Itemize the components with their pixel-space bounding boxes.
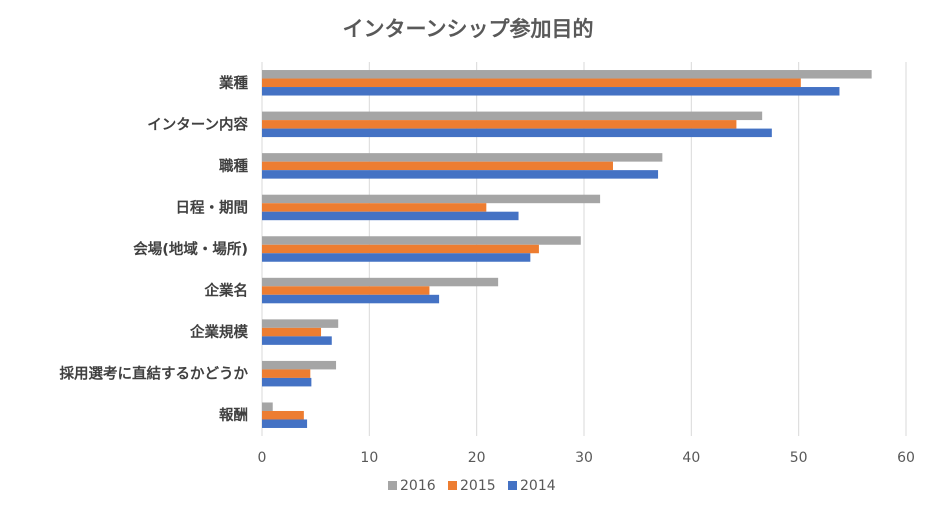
x-tick-label: 20: [468, 450, 486, 466]
bar-2015: [262, 410, 304, 420]
bars: [262, 70, 872, 428]
category-label: 企業名: [204, 282, 249, 300]
bar-2015: [262, 120, 737, 129]
bar-2015: [262, 369, 311, 378]
x-tick-label: 10: [360, 450, 378, 466]
legend-swatch-2014: [508, 481, 517, 490]
x-tick-label: 60: [897, 450, 915, 466]
bar-2016: [262, 153, 663, 162]
bar-2014: [262, 253, 531, 262]
bar-2014: [262, 211, 519, 221]
legend: 2016 2015 2014: [388, 478, 556, 494]
bar-2014: [262, 294, 440, 304]
bar-2016: [262, 360, 337, 370]
bar-2016: [262, 277, 499, 287]
x-tick-label: 40: [682, 450, 700, 466]
bar-2015: [262, 286, 430, 295]
x-tick-labels: 0 10 20 30 40 50 60: [258, 450, 915, 466]
x-tick-label: 0: [258, 450, 267, 466]
category-label: 企業規模: [189, 323, 248, 341]
legend-swatch-2016: [388, 481, 397, 490]
bar-2016: [262, 194, 601, 204]
bar-2016: [262, 236, 581, 245]
bar-2014: [262, 128, 772, 138]
bar-2015: [262, 327, 322, 337]
category-label: 職種: [219, 157, 248, 175]
category-label: 採用選考に直結するかどうか: [60, 365, 249, 383]
bar-2015: [262, 203, 487, 212]
bar-2016: [262, 70, 872, 79]
legend-label-2014: 2014: [520, 478, 556, 494]
bar-2016: [262, 319, 339, 328]
category-label: 報酬: [219, 406, 248, 424]
chart-title: インターンシップ参加目的: [343, 17, 594, 41]
bar-2015: [262, 244, 539, 254]
category-label: 会場(地域・場所): [133, 240, 248, 258]
bar-2015: [262, 161, 613, 171]
category-label: インターン内容: [147, 115, 248, 133]
bar-2016: [262, 402, 273, 411]
x-tick-label: 50: [790, 450, 808, 466]
category-label: 業種: [218, 74, 248, 92]
legend-label-2015: 2015: [460, 478, 496, 494]
bar-2016: [262, 111, 763, 121]
legend-label-2016: 2016: [400, 478, 436, 494]
bar-2014: [262, 87, 840, 96]
category-label: 日程・期間: [176, 198, 249, 216]
x-tick-label: 30: [575, 450, 593, 466]
bar-2014: [262, 170, 659, 179]
bar-2014: [262, 419, 308, 428]
bar-2014: [262, 377, 312, 387]
bar-2015: [262, 78, 801, 88]
legend-swatch-2015: [448, 481, 457, 490]
bar-2014: [262, 336, 332, 345]
